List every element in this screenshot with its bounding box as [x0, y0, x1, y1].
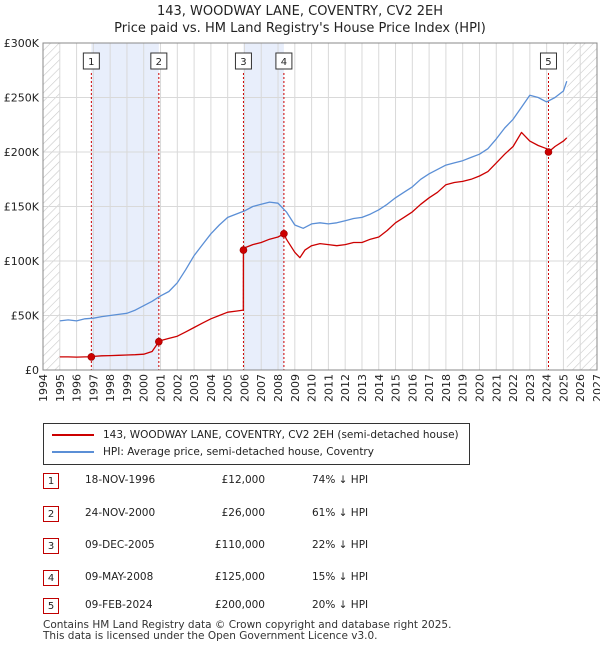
sale-date: 09-MAY-2008: [85, 571, 154, 583]
sale-marker-box: [539, 52, 557, 70]
table-row: 5 09-FEB-2024 £200,000 20% ↓ HPI: [0, 595, 600, 615]
y-tick-label: £300K: [4, 37, 40, 50]
sale-marker-label: 5: [545, 57, 551, 68]
sale-marker-box: [234, 52, 252, 70]
sale-date: 24-NOV-2000: [85, 507, 156, 519]
sale-point: [87, 353, 96, 361]
sale-marker-box: [150, 52, 168, 70]
x-tick-label: 2021: [490, 374, 503, 402]
y-tick-label: £150K: [4, 201, 40, 214]
sale-price: £110,000: [214, 539, 265, 551]
sale-number-badge: 1: [43, 473, 59, 489]
x-tick-label: 1997: [87, 374, 100, 402]
x-tick-label: 2011: [322, 374, 335, 402]
x-tick-label: 2005: [222, 374, 235, 402]
table-row: 4 09-MAY-2008 £125,000 15% ↓ HPI: [0, 567, 600, 587]
x-tick-label: 2018: [440, 374, 453, 402]
table-row: 1 18-NOV-1996 £12,000 74% ↓ HPI: [0, 470, 600, 490]
price-series-line: [59, 131, 568, 358]
x-tick-label: 2001: [155, 374, 168, 402]
x-tick-label: 1996: [71, 374, 84, 402]
x-tick-label: 2015: [390, 374, 403, 402]
x-tick-label: 2008: [272, 374, 285, 402]
table-row: 2 24-NOV-2000 £26,000 61% ↓ HPI: [0, 503, 600, 523]
x-tick-label: 2013: [356, 374, 369, 402]
sale-number-badge: 3: [43, 538, 59, 554]
sale-point: [155, 337, 163, 346]
sale-price: £125,000: [214, 571, 265, 583]
sale-hpi-diff: 22% ↓ HPI: [312, 539, 369, 551]
hpi-series-line: [59, 80, 568, 322]
legend-item-hpi: HPI: Average price, semi-detached house,…: [52, 445, 374, 459]
y-tick-label: £100K: [4, 255, 40, 268]
x-tick-label: 2010: [306, 374, 319, 402]
sale-marker-label: 1: [88, 57, 94, 68]
sale-date: 09-DEC-2005: [85, 539, 155, 551]
x-tick-label: 2024: [541, 374, 554, 402]
x-tick-label: 2014: [373, 374, 386, 402]
sale-point: [280, 229, 288, 238]
sale-marker-label: 4: [281, 57, 287, 68]
x-tick-label: 2023: [524, 374, 537, 402]
sale-marker-label: 2: [156, 57, 162, 68]
x-tick-label: 2002: [171, 374, 184, 402]
chart-title-line1: 143, WOODWAY LANE, COVENTRY, CV2 2EH: [156, 4, 444, 19]
table-row: 3 09-DEC-2005 £110,000 22% ↓ HPI: [0, 535, 600, 555]
footer-notice: Contains HM Land Registry data © Crown c…: [43, 620, 451, 642]
x-tick-label: 2006: [238, 374, 251, 402]
legend-swatch-price: [52, 434, 94, 436]
sale-number-badge: 4: [43, 570, 59, 586]
sale-date: 18-NOV-1996: [85, 474, 156, 486]
sale-point: [239, 246, 248, 254]
footer-line-2: This data is licensed under the Open Gov…: [43, 630, 378, 642]
x-tick-label: 2022: [507, 374, 520, 402]
chart-legend: 143, WOODWAY LANE, COVENTRY, CV2 2EH (se…: [43, 423, 470, 465]
x-tick-label: 2004: [205, 374, 218, 402]
legend-label-price: 143, WOODWAY LANE, COVENTRY, CV2 2EH (se…: [103, 429, 459, 441]
x-tick-label: 2027: [591, 374, 600, 402]
x-tick-label: 1994: [37, 374, 50, 402]
sale-marker-box: [275, 52, 293, 70]
x-tick-label: 2012: [339, 374, 352, 402]
sale-price: £12,000: [221, 474, 265, 486]
legend-item-price: 143, WOODWAY LANE, COVENTRY, CV2 2EH (se…: [52, 428, 459, 442]
sale-hpi-diff: 61% ↓ HPI: [312, 507, 369, 519]
sale-hpi-diff: 20% ↓ HPI: [312, 599, 369, 611]
x-tick-label: 1995: [54, 374, 67, 402]
sale-number-badge: 5: [43, 598, 59, 614]
legend-label-hpi: HPI: Average price, semi-detached house,…: [103, 446, 374, 458]
x-tick-label: 2000: [138, 374, 151, 402]
x-tick-label: 2020: [473, 374, 486, 402]
sale-price: £26,000: [221, 507, 265, 519]
plot-frame: [42, 42, 598, 371]
x-tick-label: 1999: [121, 374, 134, 402]
x-tick-label: 2003: [188, 374, 201, 402]
sale-marker-box: [82, 52, 100, 70]
x-tick-label: 2019: [457, 374, 470, 402]
chart-title-line2: Price paid vs. HM Land Registry's House …: [114, 21, 486, 36]
price-chart: £0 £50K £100K £150K £200K £250K £300K 1994 1995 1…: [4, 37, 600, 402]
y-tick-label: £50K: [11, 310, 40, 323]
x-tick-label: 2007: [255, 374, 268, 402]
sale-hpi-diff: 15% ↓ HPI: [312, 571, 369, 583]
sale-number-badge: 2: [43, 506, 59, 522]
x-tick-label: 2009: [289, 374, 302, 402]
x-tick-label: 2016: [406, 374, 419, 402]
legend-swatch-hpi: [52, 451, 94, 453]
x-tick-label: 2026: [574, 374, 587, 402]
sale-price: £200,000: [214, 599, 265, 611]
y-tick-label: £250K: [4, 92, 40, 105]
sale-hpi-diff: 74% ↓ HPI: [312, 474, 369, 486]
x-tick-label: 2025: [557, 374, 570, 402]
sale-date: 09-FEB-2024: [85, 599, 153, 611]
y-tick-label: £0: [25, 364, 39, 377]
footer-line-1: Contains HM Land Registry data © Crown c…: [43, 619, 452, 631]
y-tick-label: £200K: [4, 146, 40, 159]
x-tick-label: 2017: [423, 374, 436, 402]
x-tick-label: 1998: [104, 374, 117, 402]
sale-marker-label: 3: [240, 57, 246, 68]
sale-point: [544, 148, 553, 156]
